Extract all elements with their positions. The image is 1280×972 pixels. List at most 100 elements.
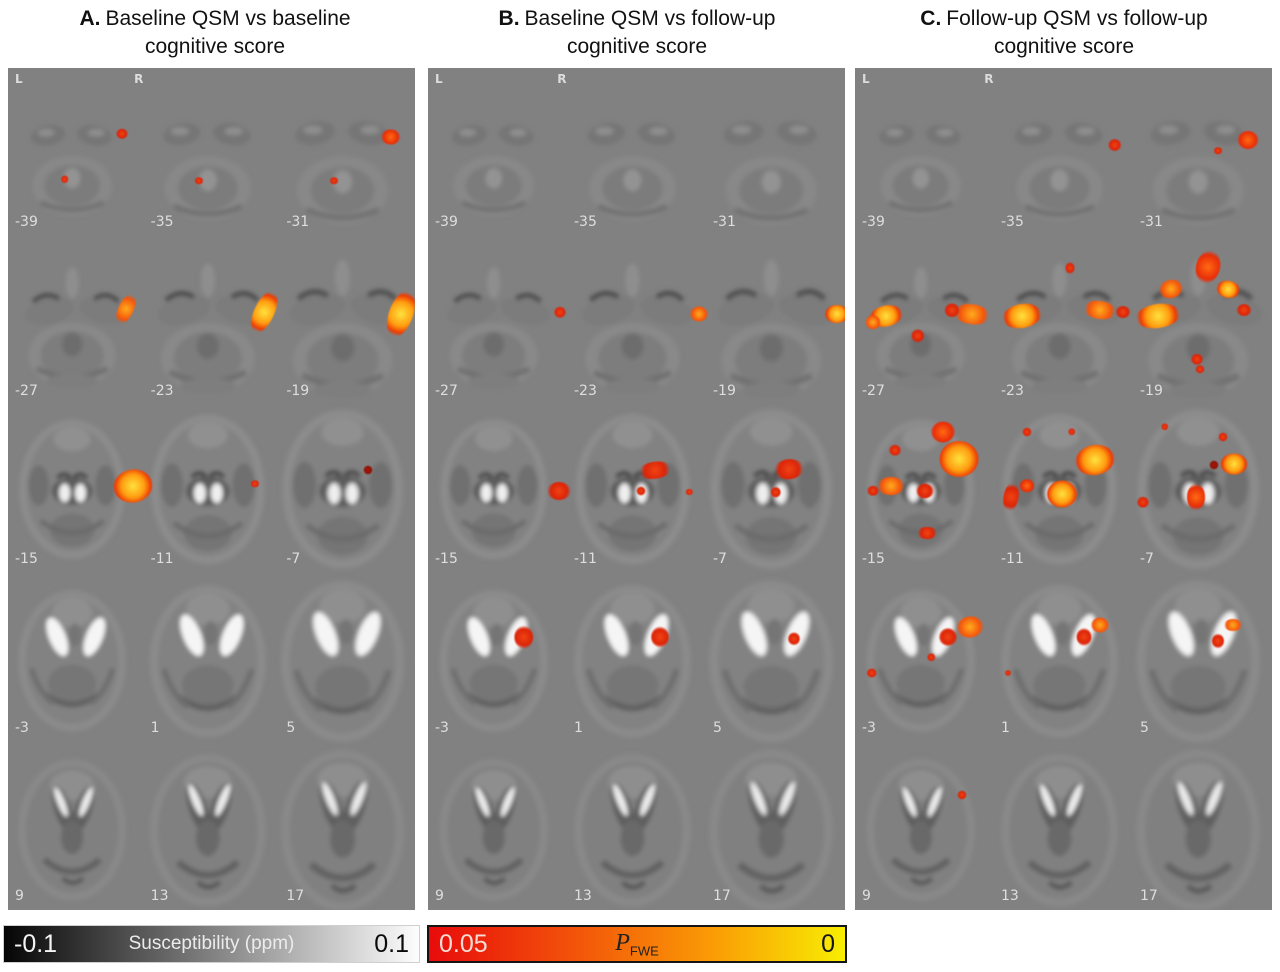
brain-slice-art: [281, 581, 405, 742]
activation-hotspot: [1136, 497, 1149, 508]
pfwe-axis-label: PFWE: [429, 930, 845, 958]
slice-grid-A: -39 -35 -31 -27 -23 -19 -15 -11 -7 -3 1 …: [8, 68, 415, 910]
pfwe-symbol: P: [615, 929, 630, 956]
susceptibility-max-label: 0.1: [374, 929, 409, 958]
brain-slice: 13: [994, 742, 1133, 910]
slice-z-label: 9: [862, 887, 871, 904]
brain-slice: -19: [1133, 236, 1272, 404]
brain-slice: -39: [8, 68, 144, 236]
brain-slice-art: [581, 263, 694, 395]
slice-z-label: -23: [1001, 382, 1024, 399]
brain-slice-art: [879, 124, 961, 216]
slice-z-label: 17: [1140, 887, 1158, 904]
orientation-left-label: L: [15, 72, 23, 86]
brain-slice: 9: [855, 742, 994, 910]
brain-slice-art: [717, 260, 836, 400]
activation-hotspot: [115, 128, 128, 139]
slice-z-label: 9: [435, 887, 444, 904]
brain-slice-art: [440, 419, 547, 559]
slice-z-label: 5: [713, 719, 722, 736]
brain-slice-art: [1136, 580, 1260, 743]
slice-z-label: -3: [435, 719, 449, 736]
activation-hotspot: [927, 653, 936, 662]
activation-hotspot: [915, 483, 934, 499]
brain-slice-art: [709, 580, 833, 743]
activation-hotspot: [787, 632, 800, 646]
brain-slice: 9: [8, 742, 144, 910]
slice-z-label: -15: [15, 551, 38, 568]
brain-slice: 17: [1133, 742, 1272, 910]
panel-letter-c: C.: [920, 7, 942, 30]
activation-hotspot: [1115, 306, 1131, 319]
brain-slice: -15: [855, 405, 994, 573]
slice-z-label: -27: [435, 382, 458, 399]
brain-slice: 17: [706, 742, 845, 910]
brain-slice: 13: [567, 742, 706, 910]
brain-slice: -35: [144, 68, 280, 236]
brain-slice: -23: [567, 236, 709, 404]
brain-slice-art: [439, 758, 548, 901]
slice-z-label: -19: [1140, 382, 1163, 399]
slice-z-label: 13: [150, 887, 169, 904]
orientation-right-label: R: [557, 72, 567, 86]
activation-hotspot: [889, 445, 902, 456]
brain-slice: -27: [8, 236, 144, 404]
activation-hotspot: [1195, 365, 1205, 374]
slice-z-label: 17: [286, 887, 305, 904]
brain-slice-art: [452, 124, 534, 216]
susceptibility-axis-label: Susceptibility (ppm): [128, 933, 295, 954]
brain-slice: -3: [428, 573, 567, 741]
activation-hotspot: [1209, 460, 1219, 470]
activation-hotspot: [1237, 131, 1259, 150]
slice-z-label: -7: [1140, 551, 1154, 568]
activation-hotspot: [1047, 480, 1078, 508]
brain-slice-art: [446, 267, 551, 390]
activation-hotspot: [1186, 483, 1205, 511]
activation-hotspot: [1220, 453, 1248, 475]
activation-hotspot: [1213, 146, 1223, 155]
brain-slice: -15: [8, 405, 155, 573]
slice-z-label: -31: [713, 214, 736, 231]
activation-hotspot: [1211, 633, 1224, 649]
slice-z-label: -39: [435, 214, 458, 231]
brain-slice-art: [866, 758, 975, 901]
panel-a: L R -39 -35 -31 -27 -23 -19 -15 -11 -7 -…: [8, 68, 415, 910]
brain-slice: -15: [428, 405, 571, 573]
activation-hotspot: [1068, 427, 1076, 436]
brain-slice-art: [282, 409, 404, 569]
brain-slice: -31: [279, 68, 415, 236]
slice-z-label: -35: [150, 214, 174, 231]
brain-slice-art: [1001, 585, 1118, 738]
panel-title-b-line1: Baseline QSM vs follow-up: [524, 7, 776, 30]
brain-slice-art: [723, 121, 817, 225]
brain-slice: 5: [1133, 573, 1272, 743]
slice-z-label: 5: [286, 719, 296, 736]
activation-hotspot: [865, 315, 881, 330]
brain-slice: -7: [1133, 405, 1272, 573]
brain-slice: -31: [1133, 68, 1272, 236]
slice-z-label: -15: [435, 551, 458, 568]
slice-z-label: 13: [574, 887, 592, 904]
brain-slice: 5: [706, 573, 845, 743]
brain-slice-art: [18, 590, 126, 732]
pfwe-colorbar: 0.05 PFWE 0: [427, 925, 847, 963]
slice-z-label: -23: [574, 382, 597, 399]
activation-hotspot: [1218, 432, 1228, 442]
slice-z-label: 17: [713, 887, 731, 904]
slice-z-label: -35: [574, 214, 597, 231]
panel-title-b-line2: cognitive score: [566, 35, 708, 59]
slice-z-label: -35: [1001, 214, 1024, 231]
panel-title-a-line1: Baseline QSM vs baseline: [105, 7, 351, 30]
slice-z-label: -15: [862, 551, 885, 568]
activation-hotspot: [877, 476, 905, 495]
brain-slice: 1: [144, 573, 280, 741]
brain-slice-art: [149, 753, 266, 906]
panel-b: L R -39 -35 -31 -27 -23 -19 -15 -11 -7 -…: [428, 68, 845, 910]
activation-hotspot: [930, 421, 955, 443]
brain-slice: -3: [855, 573, 994, 741]
brain-slice-art: [289, 260, 407, 399]
activation-hotspot: [363, 465, 372, 475]
brain-slice: -7: [706, 405, 845, 573]
orientation-right-label: R: [134, 72, 144, 86]
slice-grid-B: -39 -35 -31 -27 -23 -19 -15 -11 -7 -3 1 …: [428, 68, 845, 910]
